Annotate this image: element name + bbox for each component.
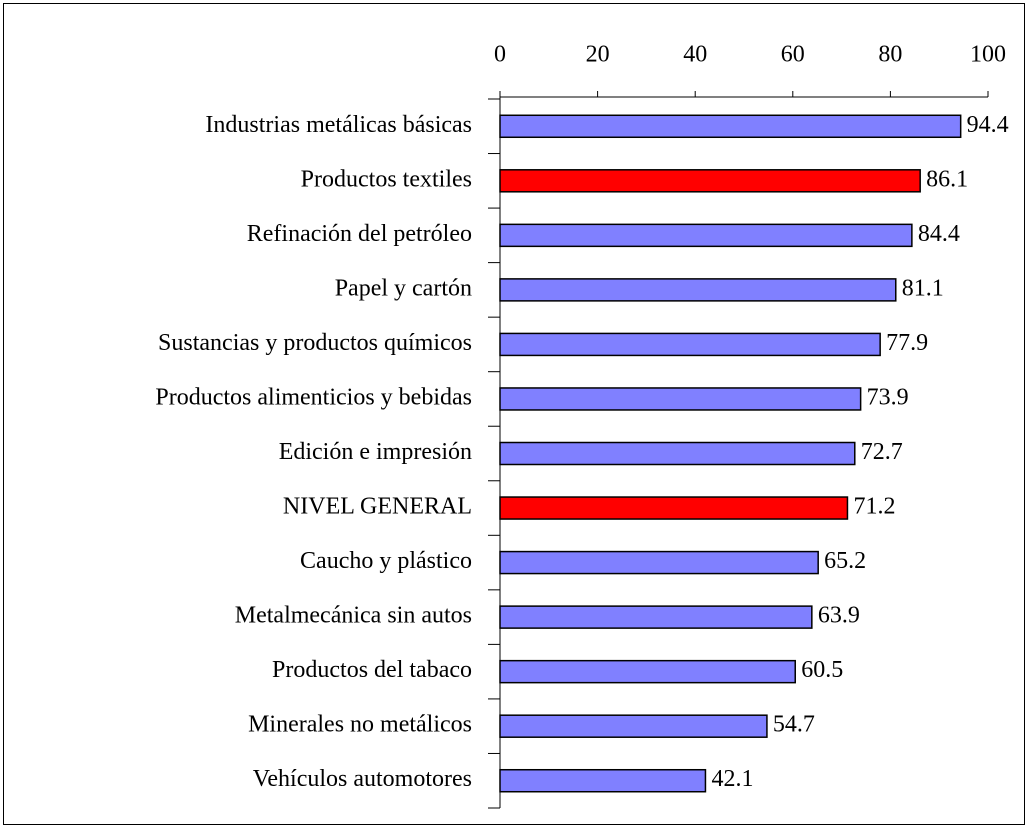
bar [499,114,962,139]
bar [499,659,796,684]
bar [499,278,897,302]
bar [499,441,856,466]
bar [499,768,707,793]
y-tick-label: Productos textiles [301,166,472,192]
value-label: 72.7 [861,439,903,465]
y-tick-label: Sustancias y productos químicos [158,330,472,356]
y-tick-label: Caucho y plástico [300,548,472,574]
bar [499,605,813,629]
y-tick-label: Productos del tabaco [272,657,472,683]
value-label: 63.9 [818,603,860,629]
value-label: 86.1 [926,166,968,192]
bar [499,169,921,193]
bar [499,550,819,575]
chart-frame [3,3,1025,825]
y-tick-label: NIVEL GENERAL [283,494,472,520]
y-tick-label: Minerales no metálicos [248,712,472,738]
y-tick-label: Productos alimenticios y bebidas [155,384,472,410]
x-tick-label: 100 [970,42,1006,68]
value-label: 81.1 [902,275,944,301]
value-label: 73.9 [867,384,909,410]
x-tick-label: 80 [878,42,902,68]
value-label: 71.2 [853,494,895,520]
y-tick-label: Industrias metálicas básicas [205,112,472,138]
x-tick-label: 60 [781,42,805,68]
x-tick-label: 0 [494,42,506,68]
value-label: 54.7 [773,712,815,738]
y-tick-label: Vehículos automotores [253,766,472,792]
value-label: 94.4 [967,112,1009,138]
x-tick-label: 20 [586,42,610,68]
value-label: 65.2 [824,548,866,574]
y-tick-label: Papel y cartón [335,275,472,301]
value-label: 84.4 [918,221,960,247]
bar [499,496,849,520]
bar [499,714,768,738]
bar [499,332,881,357]
y-tick-label: Edición e impresión [279,439,472,465]
bar [499,387,862,411]
x-tick-label: 40 [683,42,707,68]
value-label: 42.1 [711,766,753,792]
bar [499,223,913,248]
value-label: 60.5 [801,657,843,683]
y-tick-label: Metalmecánica sin autos [235,603,472,629]
value-label: 77.9 [886,330,928,356]
y-tick-label: Refinación del petróleo [247,221,472,247]
